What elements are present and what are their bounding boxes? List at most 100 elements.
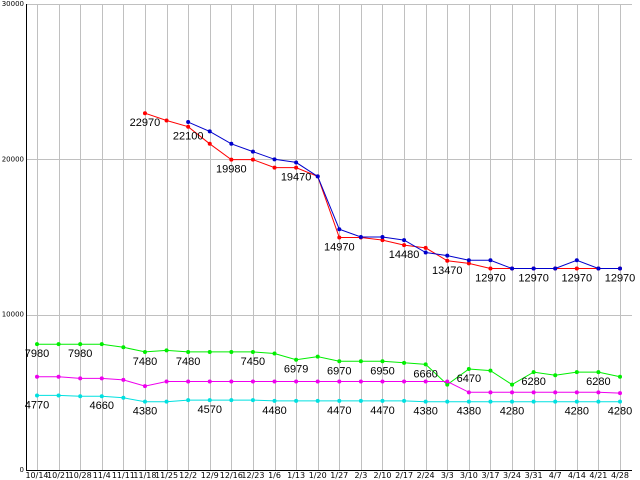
data-point-magenta — [337, 379, 342, 384]
x-tick-label: 3/10 — [460, 471, 478, 480]
data-point-magenta — [272, 379, 277, 384]
data-point-cyan — [466, 399, 471, 404]
data-point-magenta — [358, 379, 363, 384]
data-point-blue — [574, 258, 579, 263]
data-point-blue — [186, 120, 191, 125]
data-point-magenta — [250, 379, 255, 384]
data-point-green — [358, 359, 363, 364]
data-label: 4280 — [565, 406, 589, 418]
x-tick-label: 2/10 — [373, 471, 391, 480]
data-label: 7450 — [241, 356, 265, 368]
data-label: 6950 — [370, 365, 394, 377]
x-tick-label: 12/2 — [179, 471, 197, 480]
data-point-green — [531, 370, 536, 375]
data-point-magenta — [142, 384, 147, 389]
data-point-red — [445, 258, 450, 263]
x-tick-label: 4/14 — [568, 471, 586, 480]
x-tick-label: 1/20 — [309, 471, 327, 480]
y-tick-label: 20000 — [2, 155, 24, 163]
data-point-magenta — [553, 390, 558, 395]
data-point-red — [337, 235, 342, 240]
data-point-red — [207, 141, 212, 146]
series-line-magenta — [37, 376, 621, 394]
data-label: 7980 — [25, 348, 49, 360]
data-label: 13470 — [432, 265, 463, 277]
x-tick-label: 2/3 — [354, 471, 367, 480]
data-point-blue — [380, 235, 385, 239]
data-point-cyan — [56, 393, 61, 398]
data-label: 4770 — [25, 399, 49, 411]
data-point-cyan — [272, 398, 277, 403]
data-label: 12970 — [562, 273, 593, 285]
data-point-red — [380, 238, 385, 243]
data-point-cyan — [207, 398, 212, 403]
data-point-cyan — [99, 394, 104, 399]
data-point-red — [186, 124, 191, 129]
data-point-blue — [553, 266, 558, 271]
data-point-green — [272, 351, 277, 356]
data-label: 4280 — [500, 406, 524, 418]
data-point-green — [596, 370, 601, 375]
data-label: 4380 — [457, 406, 481, 418]
data-point-green — [423, 362, 428, 367]
data-point-magenta — [574, 390, 579, 395]
data-point-blue — [423, 250, 428, 255]
data-point-blue — [402, 238, 407, 243]
data-label: 4380 — [133, 406, 157, 418]
x-tick-label: 3/17 — [481, 471, 499, 480]
data-point-green — [380, 359, 385, 364]
x-tick-label: 12/9 — [201, 471, 219, 480]
data-point-green — [186, 349, 191, 354]
data-point-cyan — [250, 398, 255, 403]
data-point-green — [488, 368, 493, 373]
data-point-blue — [294, 160, 299, 165]
data-point-cyan — [164, 399, 169, 404]
data-point-cyan — [186, 398, 191, 403]
data-label: 4570 — [197, 404, 221, 416]
data-label: 6970 — [327, 365, 351, 377]
data-point-blue — [531, 266, 536, 271]
data-label: 14480 — [389, 249, 420, 261]
data-point-cyan — [229, 398, 234, 403]
x-tick-label: 12/23 — [241, 471, 264, 480]
data-point-cyan — [294, 398, 299, 403]
data-point-red — [294, 165, 299, 170]
data-label: 12970 — [475, 273, 506, 285]
x-tick-label: 10/28 — [69, 471, 92, 480]
data-point-green — [56, 342, 61, 347]
data-point-green — [99, 342, 104, 347]
data-point-blue — [618, 266, 622, 271]
data-point-green — [78, 342, 83, 347]
data-point-blue — [488, 258, 493, 263]
data-point-magenta — [423, 379, 428, 384]
data-point-red — [250, 157, 255, 162]
x-tick-label: 12/16 — [220, 471, 243, 480]
y-tick-label: 0 — [20, 466, 24, 474]
x-tick-label: 4/21 — [589, 471, 607, 480]
data-label: 19470 — [281, 172, 312, 184]
data-point-magenta — [618, 391, 622, 396]
x-tick-label: 11/4 — [93, 471, 111, 480]
data-point-cyan — [358, 398, 363, 403]
data-point-blue — [510, 266, 515, 271]
y-tick-label: 10000 — [2, 311, 24, 319]
data-point-cyan — [531, 399, 536, 404]
data-point-blue — [445, 253, 450, 258]
x-tick-label: 3/31 — [525, 471, 543, 480]
data-label: 6470 — [457, 373, 481, 385]
data-label: 4660 — [90, 400, 114, 412]
data-point-green — [402, 360, 407, 365]
x-tick-label: 11/25 — [155, 471, 178, 480]
data-point-cyan — [380, 398, 385, 403]
data-label: 4380 — [413, 406, 437, 418]
series-line-green — [37, 343, 621, 386]
data-point-green — [164, 348, 169, 353]
data-point-magenta — [186, 379, 191, 384]
y-tick-label: 30000 — [2, 0, 24, 8]
data-point-magenta — [294, 379, 299, 384]
data-point-cyan — [78, 394, 83, 399]
data-point-magenta — [78, 376, 83, 381]
data-point-red — [466, 261, 471, 266]
data-point-green — [35, 342, 39, 347]
